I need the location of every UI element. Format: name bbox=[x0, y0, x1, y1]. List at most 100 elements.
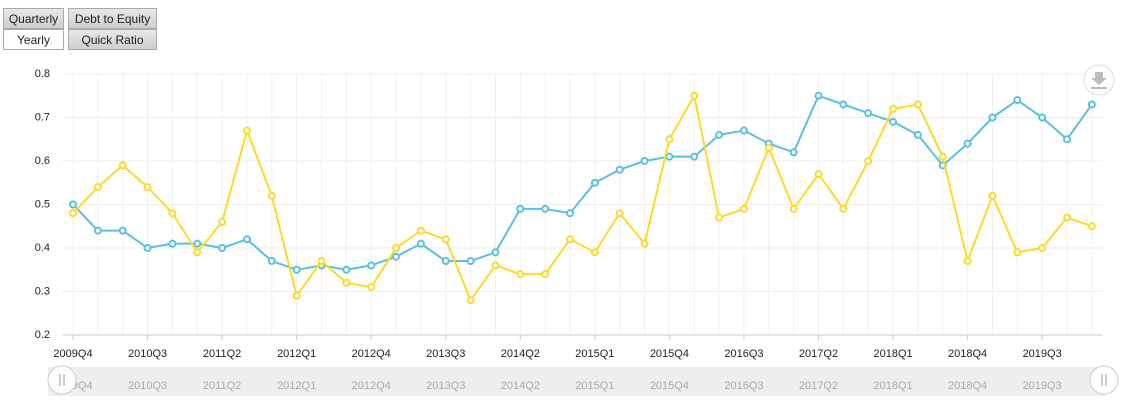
point bbox=[218, 217, 227, 226]
navigator-label: 2012Q1 bbox=[277, 380, 316, 392]
navigator-label: 2018Q4 bbox=[948, 380, 987, 392]
point bbox=[218, 244, 227, 252]
point bbox=[665, 152, 674, 161]
point bbox=[441, 235, 450, 244]
point bbox=[938, 152, 947, 161]
series-line bbox=[72, 92, 1093, 303]
point bbox=[839, 100, 848, 109]
x-tick-label: 2014Q2 bbox=[501, 348, 540, 360]
point bbox=[242, 126, 251, 135]
point bbox=[640, 239, 649, 248]
point bbox=[963, 139, 972, 148]
point bbox=[93, 226, 102, 235]
point bbox=[1013, 96, 1022, 105]
point bbox=[566, 209, 574, 218]
quick-ratio-button[interactable]: Quick Ratio bbox=[68, 29, 157, 50]
x-tick-label: 2009Q4 bbox=[53, 348, 92, 360]
navigator-handle[interactable] bbox=[47, 365, 77, 395]
point bbox=[292, 291, 301, 300]
point bbox=[715, 213, 724, 222]
navigator-label: 2016Q3 bbox=[724, 380, 763, 392]
point bbox=[590, 178, 599, 187]
point bbox=[267, 191, 276, 200]
navigator-label: 2019Q3 bbox=[1023, 380, 1062, 392]
point bbox=[541, 270, 550, 279]
point bbox=[93, 183, 102, 192]
point bbox=[541, 204, 550, 213]
point bbox=[168, 209, 177, 218]
point bbox=[1038, 244, 1047, 252]
x-tick-label: 2012Q1 bbox=[277, 348, 316, 360]
navigator-handle-grip bbox=[59, 374, 65, 386]
point bbox=[590, 248, 599, 257]
debt-equity-button[interactable]: Debt to Equity bbox=[68, 8, 157, 29]
point bbox=[864, 109, 873, 118]
x-tick-label: 2019Q3 bbox=[1023, 348, 1062, 360]
yearly-button[interactable]: Yearly bbox=[3, 29, 64, 50]
point bbox=[342, 278, 351, 287]
point bbox=[839, 204, 848, 213]
y-tick-label: 0.6 bbox=[35, 155, 50, 167]
point bbox=[118, 161, 127, 170]
point bbox=[242, 235, 251, 244]
point bbox=[1038, 113, 1047, 122]
y-tick-label: 0.7 bbox=[35, 111, 50, 123]
download-button[interactable] bbox=[1083, 64, 1115, 96]
download-icon[interactable] bbox=[1091, 72, 1107, 89]
point bbox=[690, 152, 699, 161]
point bbox=[963, 257, 972, 266]
navigator-label: 2018Q1 bbox=[873, 380, 912, 392]
point bbox=[690, 91, 699, 100]
point bbox=[615, 165, 624, 174]
point bbox=[267, 257, 276, 266]
x-tick-label: 2016Q3 bbox=[724, 348, 763, 360]
y-tick-label: 0.5 bbox=[35, 198, 50, 210]
x-tick-label: 2018Q1 bbox=[873, 348, 912, 360]
point bbox=[1087, 222, 1096, 231]
y-tick-label: 0.4 bbox=[35, 242, 50, 254]
point bbox=[814, 91, 823, 100]
navigator-handle[interactable] bbox=[1089, 365, 1119, 395]
navigator-label: 2013Q3 bbox=[426, 380, 465, 392]
x-tick-label: 2013Q3 bbox=[426, 348, 465, 360]
point bbox=[292, 265, 301, 274]
point bbox=[739, 126, 748, 135]
point bbox=[392, 244, 401, 252]
series-line bbox=[72, 94, 1093, 271]
point bbox=[466, 296, 475, 305]
point bbox=[640, 157, 649, 165]
point bbox=[193, 248, 202, 257]
point bbox=[739, 204, 748, 213]
point bbox=[789, 204, 798, 213]
plot-background bbox=[62, 73, 1103, 336]
point bbox=[143, 244, 152, 252]
point bbox=[441, 257, 450, 266]
navigator-label: 2014Q2 bbox=[501, 380, 540, 392]
point bbox=[69, 200, 77, 209]
navigator-handle-grip bbox=[1101, 374, 1107, 386]
point bbox=[665, 135, 674, 144]
x-tick-label: 2012Q4 bbox=[352, 348, 391, 360]
point bbox=[416, 226, 425, 235]
point bbox=[416, 239, 425, 248]
point bbox=[193, 239, 202, 248]
quarterly-button[interactable]: Quarterly bbox=[3, 8, 64, 29]
navigator-label: 2012Q4 bbox=[352, 380, 391, 392]
point bbox=[913, 100, 922, 109]
navigator-label: 2011Q2 bbox=[203, 380, 241, 392]
point bbox=[342, 265, 351, 274]
point bbox=[168, 239, 177, 248]
point bbox=[764, 143, 773, 152]
point bbox=[988, 113, 997, 122]
x-tick-label: 2017Q2 bbox=[799, 348, 838, 360]
point bbox=[367, 261, 376, 270]
point bbox=[1063, 135, 1071, 144]
point bbox=[143, 183, 152, 192]
point bbox=[913, 130, 922, 139]
navigator-label: 2015Q4 bbox=[650, 380, 689, 392]
point bbox=[69, 209, 77, 218]
x-tick-label: 2011Q2 bbox=[203, 348, 241, 360]
point bbox=[491, 261, 500, 270]
point bbox=[1063, 213, 1071, 222]
